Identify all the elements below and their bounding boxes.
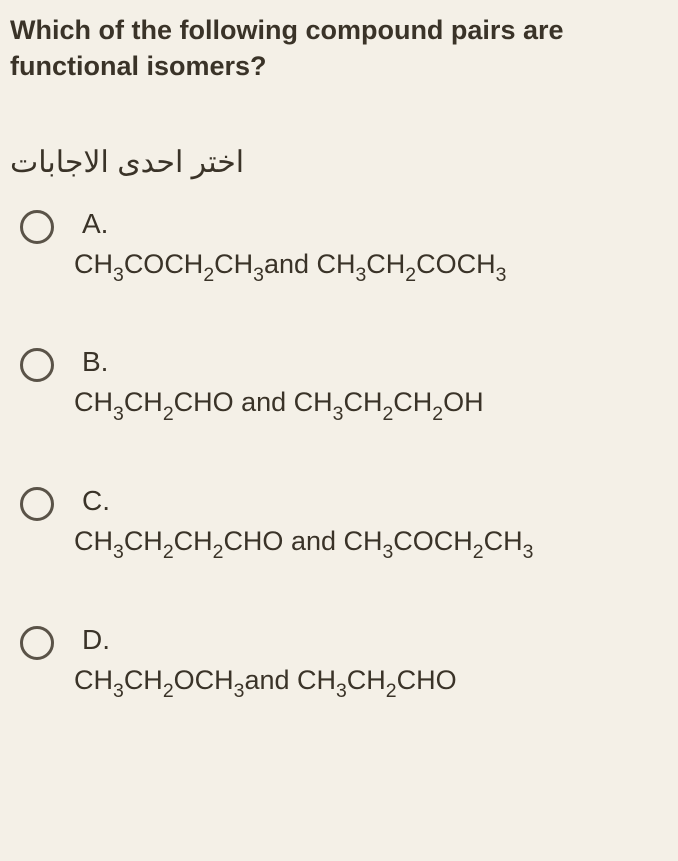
- option-c-formula: CH3CH2CH2CHO and CH3COCH2CH3: [74, 521, 668, 566]
- radio-b[interactable]: [20, 348, 54, 382]
- radio-c[interactable]: [20, 487, 54, 521]
- option-b-letter: B.: [74, 346, 668, 378]
- option-a-letter: A.: [74, 208, 668, 240]
- option-d-letter: D.: [74, 624, 668, 656]
- option-d-row[interactable]: D. CH3CH2OCH3and CH3CH2CHO: [10, 624, 668, 705]
- question-text: Which of the following compound pairs ar…: [10, 12, 668, 85]
- option-a-formula: CH3COCH2CH3and CH3CH2COCH3: [74, 244, 668, 289]
- option-b-content: B. CH3CH2CHO and CH3CH2CH2OH: [74, 346, 668, 427]
- option-c-content: C. CH3CH2CH2CHO and CH3COCH2CH3: [74, 485, 668, 566]
- option-d-formula: CH3CH2OCH3and CH3CH2CHO: [74, 660, 668, 705]
- radio-d[interactable]: [20, 626, 54, 660]
- instruction-text: اختر احدى الاجابات: [10, 145, 668, 180]
- option-a-content: A. CH3COCH2CH3and CH3CH2COCH3: [74, 208, 668, 289]
- option-b-row[interactable]: B. CH3CH2CHO and CH3CH2CH2OH: [10, 346, 668, 427]
- radio-a[interactable]: [20, 210, 54, 244]
- option-a-row[interactable]: A. CH3COCH2CH3and CH3CH2COCH3: [10, 208, 668, 289]
- option-b-formula: CH3CH2CHO and CH3CH2CH2OH: [74, 382, 668, 427]
- option-d-content: D. CH3CH2OCH3and CH3CH2CHO: [74, 624, 668, 705]
- option-c-letter: C.: [74, 485, 668, 517]
- option-c-row[interactable]: C. CH3CH2CH2CHO and CH3COCH2CH3: [10, 485, 668, 566]
